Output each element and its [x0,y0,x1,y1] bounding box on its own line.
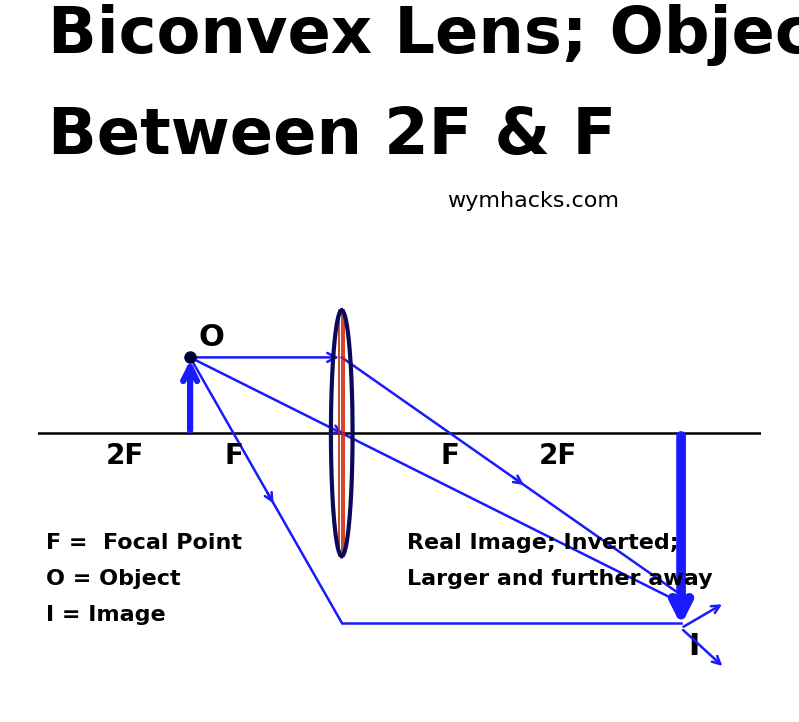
Text: O = Object: O = Object [46,569,181,589]
Text: Biconvex Lens; Object: Biconvex Lens; Object [48,4,799,66]
Text: 2F: 2F [106,442,145,469]
Text: Real Image; Inverted;: Real Image; Inverted; [407,533,678,553]
Text: I = Image: I = Image [46,605,165,625]
Text: F: F [440,442,459,469]
Text: O: O [199,323,225,352]
Text: Between 2F & F: Between 2F & F [48,105,616,167]
Text: I: I [688,632,700,661]
Text: wymhacks.com: wymhacks.com [447,191,619,212]
Text: Larger and further away: Larger and further away [407,569,713,589]
Text: 2F: 2F [539,442,578,469]
Text: F =  Focal Point: F = Focal Point [46,533,242,553]
Text: F: F [224,442,243,469]
